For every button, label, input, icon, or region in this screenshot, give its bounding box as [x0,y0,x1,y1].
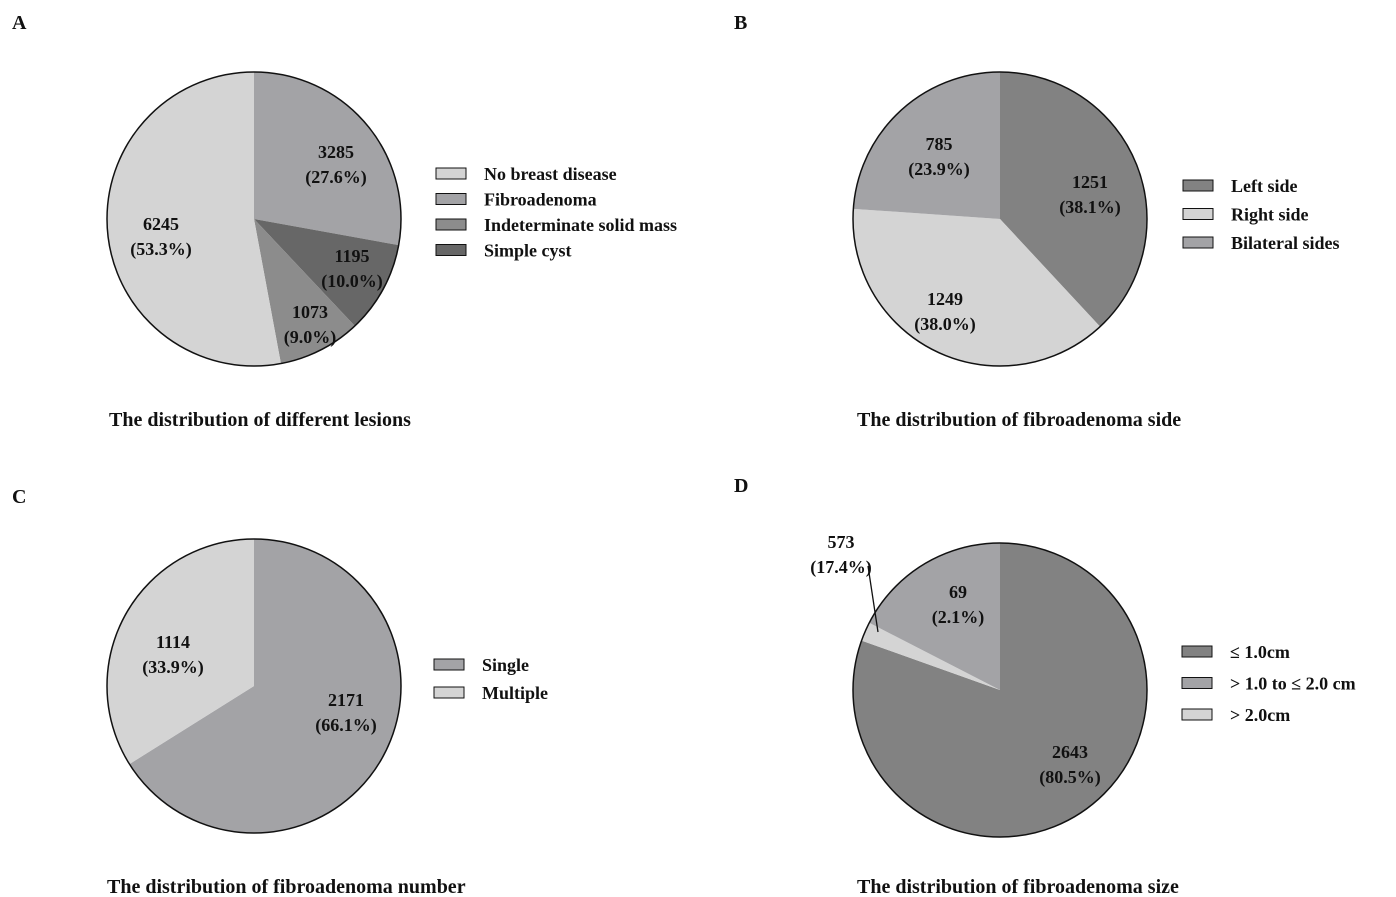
slice-percent-label: (27.6%) [305,167,367,188]
pie-outline [852,71,1148,367]
slice-value-label: 69 [949,582,967,602]
legend-entry: Bilateral sides [1231,233,1340,253]
legend: ≤ 1.0cm > 1.0 to ≤ 2.0 cm > 2.0cm [1181,642,1356,725]
pie-slice [254,219,355,364]
chart-title: The distribution of fibroadenoma side [857,409,1181,431]
legend: Left side Right side Bilateral sides [1182,176,1340,253]
panel-letter: B [734,12,747,34]
legend-entry: Simple cyst [484,241,572,261]
legend-swatch [1182,236,1214,249]
panel-letter: D [734,475,748,497]
legend-swatch [433,658,465,671]
pie [106,538,402,834]
panel-a: A 6245 (53.3%) 3285 (27.6%) 1073 (9.0%) 1195 (1… [12,12,677,431]
pie-outline [852,542,1148,838]
legend: No breast disease Fibroadenoma Indetermina… [435,164,677,261]
slice-value-label: 1251 [1072,172,1108,192]
slice-labels: 2171 (66.1%) 1114 (33.9%) [142,632,377,736]
legend-entry: No breast disease [484,164,617,184]
pie-slice [106,72,281,366]
chart-title: The distribution of fibroadenoma size [857,876,1179,897]
slice-percent-label: (38.1%) [1059,197,1121,218]
pie-outline [106,538,402,834]
pie-slice [861,622,1000,690]
pie-slice [853,543,1148,837]
pie-slice [254,72,402,246]
slice-value-label: 3285 [318,142,354,162]
legend-entry: > 1.0 to ≤ 2.0 cm [1230,674,1356,694]
legend-entry: Indeterminate solid mass [484,215,677,235]
slice-value-label: 1195 [334,246,369,266]
pie-outline [106,71,402,367]
pie-slice [869,543,1000,690]
pie-slice [129,539,401,834]
legend: Single Multiple [433,655,548,703]
legend-swatch [1181,708,1213,721]
legend-swatch [435,218,467,231]
leader-line [867,565,879,633]
slice-labels: 1251 (38.1%) 1249 (38.0%) 785 (23.9%) [908,134,1121,335]
slice-labels: 6245 (53.3%) 3285 (27.6%) 1073 (9.0%) 1195 (10.… [130,142,383,348]
chart-title: The distribution of different lesions [109,409,411,431]
legend-entry: ≤ 1.0cm [1230,642,1290,662]
slice-percent-label: (10.0%) [321,271,383,292]
panel-c: C 2171(66.1%)1114(33.9%) SingleMultiple … [12,486,548,897]
slice-percent-label: (38.0%) [914,314,976,335]
pie [852,542,1148,838]
pie [852,71,1148,367]
slice-value-label: 2171 [328,690,364,710]
legend-entry: Fibroadenoma [484,190,597,210]
slice-percent-label: (53.3%) [130,239,192,260]
slice-labels: 2643 (80.5%) 573 (17.4%) 69 (2.1%) [810,532,1101,788]
slice-value-label: 2643 [1052,742,1088,762]
slice-value-label: 785 [926,134,953,154]
legend-entry: > 2.0cm [1230,705,1290,725]
slice-value-label: 1249 [927,289,963,309]
pie-slice [106,539,254,765]
panel-letter: A [12,12,27,34]
slice-value-label: 1114 [156,632,190,652]
pie-slice [852,208,1101,367]
legend-swatch [1182,208,1214,220]
legend-entry: Left side [1231,176,1298,196]
legend-swatch [1181,645,1213,658]
slice-value-label: 1073 [292,302,328,322]
slice-percent-label: (17.4%) [810,557,872,578]
pie [106,71,402,367]
slice-value-label: 573 [828,532,855,552]
panel-d: D 2643 (80.5%) 573 (17.4%) 69 (2.1%) ≤ 1.0cm >… [734,475,1356,897]
legend-swatch [435,167,467,180]
slice-percent-label: (2.1%) [932,607,985,628]
legend-entry: Multiple [482,683,548,703]
legend-entry: Right side [1231,205,1309,225]
legend-swatch [435,193,467,205]
legend-swatch [435,244,467,256]
chart-title: The distribution of fibroadenoma number [107,876,466,897]
leader-lines [867,565,879,633]
slice-percent-label: (80.5%) [1039,767,1101,788]
pie-slice [853,72,1000,219]
panel-b: B 1251 (38.1%) 1249 (38.0%) 785 (23.9%) Left … [734,12,1340,431]
legend-entry: Single [482,655,529,675]
slice-percent-label: (66.1%) [315,715,377,736]
pie-slice [1000,72,1147,327]
legend-swatch [1181,677,1213,689]
legend-swatch [1182,179,1214,192]
slice-value-label: 6245 [143,214,179,234]
pie-slice [254,219,399,326]
slice-percent-label: (23.9%) [908,159,970,180]
slice-percent-label: (33.9%) [142,657,204,678]
legend-swatch [433,686,465,699]
slice-percent-label: (9.0%) [284,327,337,348]
panel-letter: C [12,486,26,508]
